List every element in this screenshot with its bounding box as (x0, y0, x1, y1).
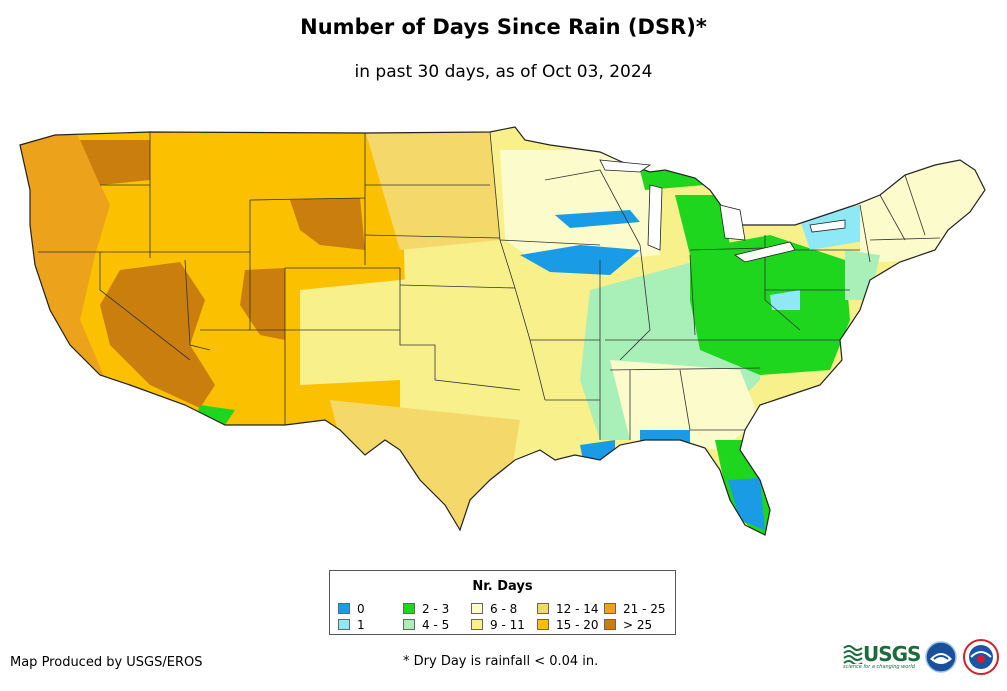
legend-label: 0 (357, 602, 365, 616)
dsr-zones (20, 127, 985, 535)
lake-huron (719, 204, 746, 241)
boundary-line (869, 237, 941, 241)
boundary-line (249, 197, 366, 201)
boundary-line (689, 247, 766, 251)
boundary-line (499, 239, 601, 246)
zone-gt25-utah (240, 268, 285, 340)
zone-gt25-washington (80, 140, 150, 185)
zone-12-14-texas (330, 400, 520, 530)
usgs-logo: USGS science for a changing world (843, 642, 921, 672)
legend-swatch (471, 603, 483, 614)
legend-swatch (403, 603, 415, 614)
boundary-line (679, 369, 691, 431)
lake-michigan (647, 184, 663, 251)
boundary-line (609, 367, 761, 371)
legend-label: 6 - 8 (490, 602, 518, 616)
zone-0-gulf (580, 440, 615, 470)
lake-erie (734, 241, 796, 263)
legend: Nr. Days 0 1 2 - 3 4 - 5 6 - 8 9 - 11 12… (329, 570, 676, 635)
map-subtitle: in past 30 days, as of Oct 03, 2024 (354, 62, 653, 82)
legend-label: 1 (357, 618, 365, 632)
legend-title: Nr. Days (472, 579, 533, 594)
legend-label: 9 - 11 (490, 618, 525, 632)
boundary-line (859, 204, 871, 263)
zone-2-3-michigan (675, 195, 730, 255)
boundary-line (399, 284, 516, 289)
legend-swatch (471, 619, 483, 630)
map-title: Number of Days Since Rain (DSR)* (300, 15, 707, 39)
zone-1-virginia (770, 290, 800, 310)
zone-12-14-dakotas (365, 130, 500, 250)
usgs-wave-icon (843, 645, 863, 664)
dsr-map (19, 126, 986, 536)
usgs-tagline: science for a changing world (843, 664, 915, 670)
nws-logo-icon (963, 639, 999, 675)
boundary-line (489, 131, 546, 401)
legend-swatch (338, 603, 350, 614)
boundary-line (544, 169, 641, 246)
zone-0-iowa (520, 245, 640, 275)
zone-9-11-plains (400, 260, 610, 460)
legend-swatch (537, 619, 549, 630)
legend-swatch (403, 619, 415, 630)
boundary-line (184, 259, 211, 351)
boundary-line (99, 252, 191, 361)
usgs-wordmark: USGS (863, 642, 921, 666)
boundary-line (619, 244, 651, 361)
legend-swatch (338, 619, 350, 630)
boundary-line (364, 234, 501, 239)
boundary-line (879, 194, 906, 241)
dry-day-footnote: * Dry Day is rainfall < 0.04 in. (403, 654, 599, 669)
zone-4-5-midatlantic (845, 250, 880, 300)
noaa-logo-icon (925, 641, 957, 673)
legend-swatch (604, 603, 616, 614)
lake-ontario (809, 219, 846, 233)
map-credit: Map Produced by USGS/EROS (10, 655, 203, 670)
zone-gt25-wyoming (290, 198, 365, 250)
legend-label: > 25 (623, 618, 653, 632)
legend-label: 4 - 5 (422, 618, 450, 632)
legend-swatch (604, 619, 616, 630)
zone-0-panhandle (640, 430, 690, 448)
boundary-line (689, 254, 696, 336)
state-boundaries (38, 131, 941, 440)
legend-label: 21 - 25 (623, 602, 666, 616)
zone-0-wisconsin (555, 210, 640, 228)
legend-swatch (537, 603, 549, 614)
legend-label: 12 - 14 (556, 602, 599, 616)
boundary-line (904, 174, 926, 236)
legend-label: 15 - 20 (556, 618, 599, 632)
great-lakes (599, 159, 846, 263)
legend-label: 2 - 3 (422, 602, 450, 616)
zone-6-8-midwest (500, 150, 660, 265)
boundary-line (399, 268, 521, 391)
lake-superior (599, 159, 652, 173)
zone-0-florida (728, 478, 765, 530)
zone-9-11-colorado (300, 280, 400, 385)
zone-6-8-southeast (610, 360, 760, 450)
